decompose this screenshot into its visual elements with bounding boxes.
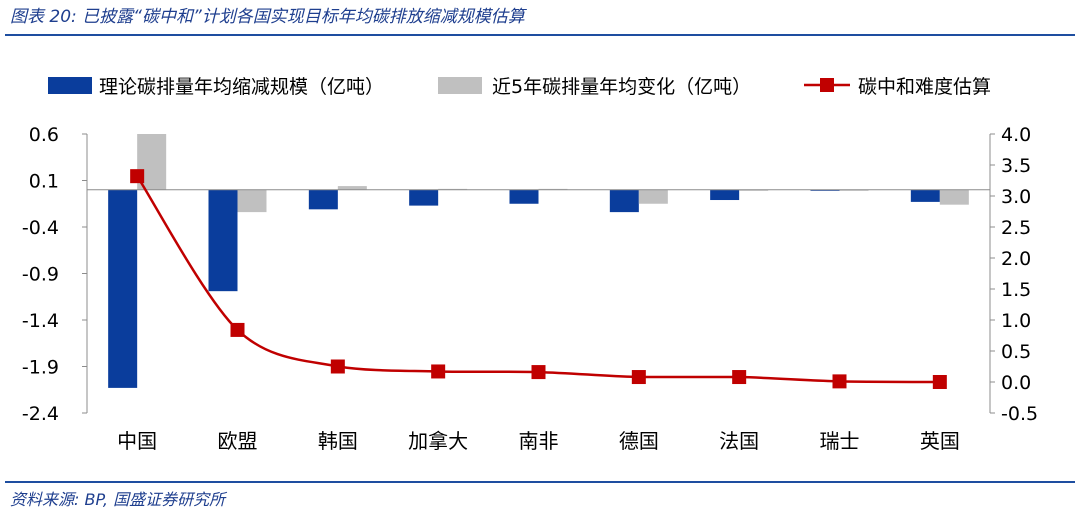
difficulty-point [531,365,546,380]
legend-label-recent: 近5年碳排量年均变化（亿吨） [492,76,751,98]
bar-theoretical-reduction [308,189,338,210]
bottom-rule [5,481,1075,483]
bar-theoretical-reduction [710,189,740,201]
category-label: 英国 [920,429,960,453]
legend-label-difficulty: 碳中和难度估算 [858,76,991,98]
left-tick-label: -1.4 [22,310,59,332]
bar-recent-5yr-change [939,189,969,205]
bar-theoretical-reduction [509,189,539,204]
left-tick-label: -0.9 [22,264,59,286]
category-label: 瑞士 [820,429,860,453]
difficulty-point [932,375,947,389]
difficulty-point [832,374,847,389]
category-label: 加拿大 [408,429,468,453]
category-label: 南非 [519,429,559,453]
right-tick-label: 2.5 [1001,217,1031,239]
bar-theoretical-reduction [910,189,940,202]
figure-caption: 图表 20: 已披露“碳中和”计划各国实现目标年均碳排放缩减规模估算 [10,7,525,27]
left-tick-label: 0.6 [29,124,59,146]
right-tick-label: 0.5 [1001,341,1031,363]
source-note: 资料来源: BP, 国盛证券研究所 [10,490,226,509]
category-label: 法国 [719,429,759,453]
bar-recent-5yr-change [237,189,267,213]
difficulty-point [431,364,446,379]
bar-theoretical-reduction [108,189,138,388]
left-tick-label: -2.4 [22,403,59,425]
bar-recent-5yr-change [638,189,668,204]
difficulty-point [230,322,245,337]
difficulty-point [130,169,145,184]
left-tick-label: -1.9 [22,357,59,379]
legend-swatch-recent [438,77,482,94]
right-tick-label: 1.5 [1001,279,1031,301]
bar-theoretical-reduction [409,189,439,206]
right-tick-label: 1.0 [1001,310,1031,332]
bar-recent-5yr-change [337,186,367,190]
right-tick-label: 0.0 [1001,372,1031,394]
right-tick-label: 3.0 [1001,186,1031,208]
right-tick-label: 2.0 [1001,248,1031,270]
legend-marker-difficulty [820,78,834,92]
difficulty-point [732,370,747,385]
difficulty-point [631,370,646,385]
left-tick-label: -0.4 [22,217,59,239]
right-tick-label: 4.0 [1001,124,1031,146]
legend-swatch-theoretical [48,77,92,94]
category-label: 欧盟 [218,429,258,453]
bar-theoretical-reduction [609,189,639,213]
difficulty-point [330,359,345,374]
legend-label-theoretical: 理论碳排量年均缩减规模（亿吨） [99,76,384,98]
left-tick-label: 0.1 [29,171,59,193]
top-rule [5,34,1075,36]
right-tick-label: 3.5 [1001,155,1031,177]
bar-theoretical-reduction [208,189,238,292]
category-label: 中国 [117,429,157,453]
category-label: 韩国 [318,429,358,453]
category-label: 德国 [619,429,659,453]
right-tick-label: -0.5 [1001,403,1038,425]
